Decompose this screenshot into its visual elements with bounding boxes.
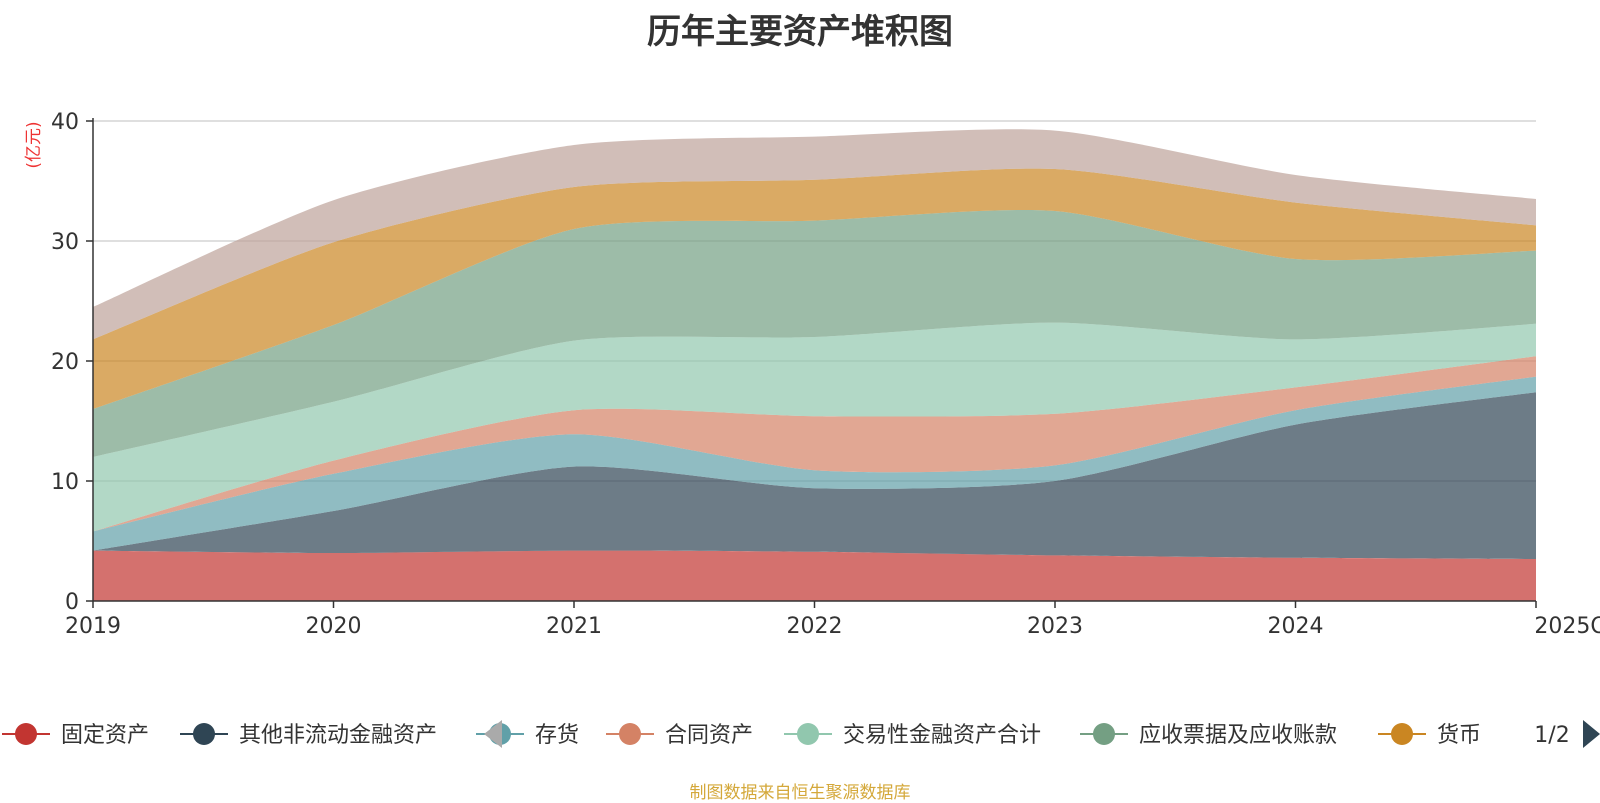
legend-item-5[interactable]: 应收票据及应收账款: [1080, 723, 1337, 748]
legend-label-2: 存货: [535, 723, 579, 748]
legend-label-1: 其他非流动金融资产: [239, 723, 437, 748]
x-tick-label-5: 2024: [1268, 614, 1324, 639]
legend-label-5: 应收票据及应收账款: [1139, 723, 1337, 748]
legend-label-0: 固定资产: [61, 723, 149, 748]
legend-marker-5: [1093, 723, 1115, 745]
area-series-0: [93, 550, 1536, 601]
legend: 固定资产 其他非流动金融资产 存货 合同资产 交易性金融资产合计 应收票据及应收账款 货币 1…: [2, 720, 1600, 748]
legend-marker-3: [619, 723, 641, 745]
y-tick-label-20: 20: [51, 350, 79, 375]
legend-marker-6: [1391, 723, 1413, 745]
y-axis-label: (亿元): [24, 121, 44, 168]
chart-title: 历年主要资产堆积图: [647, 12, 953, 52]
legend-marker-4: [797, 723, 819, 745]
y-tick-label-30: 30: [51, 230, 79, 255]
legend-marker-0: [15, 723, 37, 745]
x-tick-label-2: 2021: [546, 614, 602, 639]
legend-item-6[interactable]: 货币: [1378, 723, 1481, 748]
legend-page-indicator: 1/2: [1534, 723, 1569, 748]
legend-label-3: 合同资产: [665, 723, 753, 748]
legend-label-6: 货币: [1437, 723, 1481, 748]
legend-next-icon[interactable]: [1583, 720, 1600, 748]
legend-item-4[interactable]: 交易性金融资产合计: [784, 723, 1041, 748]
x-tick-label-6: 2025Q1: [1534, 614, 1600, 639]
area-series-1: [93, 392, 1536, 559]
y-tick-label-10: 10: [51, 470, 79, 495]
axes: 0 10 20 30 40 2019 2020 2021 2022 2023 2024 2025Q1: [51, 110, 1600, 639]
area-series-5: [93, 209, 1536, 457]
area-series-4: [93, 322, 1536, 532]
legend-item-1[interactable]: 其他非流动金融资产: [180, 723, 437, 748]
stacked-areas: [93, 129, 1536, 601]
legend-marker-1: [193, 723, 215, 745]
legend-item-2[interactable]: 存货: [476, 723, 579, 748]
area-series-6: [93, 168, 1536, 409]
x-tick-label-0: 2019: [65, 614, 121, 639]
legend-item-3[interactable]: 合同资产: [606, 723, 753, 748]
legend-item-0[interactable]: 固定资产: [2, 723, 149, 748]
x-tick-label-3: 2022: [787, 614, 843, 639]
source-note: 制图数据来自恒生聚源数据库: [689, 783, 911, 803]
area-series-7: [93, 129, 1536, 340]
x-tick-label-4: 2023: [1027, 614, 1083, 639]
y-tick-label-0: 0: [65, 590, 79, 615]
y-tick-label-40: 40: [51, 110, 79, 135]
x-tick-label-1: 2020: [306, 614, 362, 639]
legend-prev-icon[interactable]: [484, 720, 502, 748]
area-series-3: [93, 356, 1536, 532]
legend-label-4: 交易性金融资产合计: [843, 723, 1041, 748]
